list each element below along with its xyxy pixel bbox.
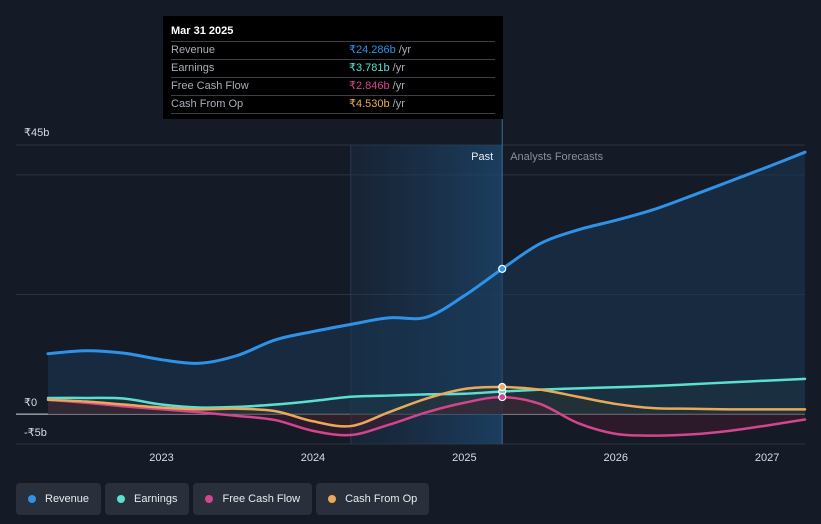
tooltip: Mar 31 2025 Revenue ₹24.286b /yr Earning… [163,16,503,119]
legend-item-cash-from-op[interactable]: Cash From Op [316,483,430,515]
legend-label: Revenue [45,493,90,505]
tooltip-label: Free Cash Flow [171,80,249,92]
legend-dot-icon [28,495,36,503]
tooltip-row-revenue: Revenue ₹24.286b /yr [171,41,495,59]
tooltip-unit: /yr [392,80,405,92]
tooltip-value: ₹4.530b [349,98,390,110]
tooltip-row-free-cash-flow: Free Cash Flow ₹2.846b /yr [171,77,495,95]
tooltip-value: ₹3.781b [349,62,390,74]
legend-item-free-cash-flow[interactable]: Free Cash Flow [193,483,313,515]
tooltip-unit: /yr [398,44,411,56]
y-tick-label: ₹45b [24,127,49,139]
legend-label: Free Cash Flow [222,493,301,505]
x-tick-label: 2025 [452,452,476,464]
line-earnings [46,377,807,409]
line-free-cash-flow [46,395,807,437]
legend-item-earnings[interactable]: Earnings [105,483,190,515]
tooltip-label: Earnings [171,62,215,74]
y-tick-label: -₹5b [24,427,47,439]
legend-label: Earnings [134,493,178,505]
chart: ₹45b ₹0 -₹5b 2023 2024 2025 2026 2027 Past Analys… [16,118,807,464]
tooltip-label: Cash From Op [171,98,244,110]
tooltip-date: Mar 31 2025 [171,25,234,37]
line-revenue [46,150,807,365]
marker-revenue [498,264,507,273]
tooltip-row-cash-from-op: Cash From Op ₹4.530b /yr [171,95,495,114]
x-tick-label: 2023 [149,452,173,464]
marker-free-cash-flow [498,392,507,402]
legend-label: Cash From Op [345,493,418,505]
axis-labels: ₹45b ₹0 -₹5b 2023 2024 2025 2026 2027 Past Analys… [24,127,779,464]
hover-markers [498,264,507,402]
tooltip-value: ₹2.846b [349,80,390,92]
legend-dot-icon [117,495,126,503]
line-cash-from-op [46,385,807,428]
tooltip-row-earnings: Earnings ₹3.781b /yr [171,59,495,77]
forecast-label: Analysts Forecasts [510,151,603,163]
past-label: Past [471,151,493,163]
tooltip-unit: /yr [392,98,405,110]
series-lines [46,150,807,437]
legend-dot-icon [205,495,214,503]
area-free-cash-flow [48,397,805,436]
tooltip-unit: /yr [392,62,405,74]
legend: Revenue Earnings Free Cash Flow Cash Fro… [16,483,430,515]
legend-item-revenue[interactable]: Revenue [16,483,102,515]
marker-cash-from-op [498,382,507,392]
tooltip-label: Revenue [171,44,216,56]
area-revenue [48,152,805,415]
tooltip-value: ₹24.286b [349,44,396,56]
x-tick-label: 2026 [604,452,628,464]
y-tick-label: ₹0 [24,397,37,409]
area-cash-from-op [48,386,805,427]
x-tick-label: 2027 [755,452,779,464]
legend-dot-icon [328,495,337,503]
x-tick-label: 2024 [301,452,325,464]
